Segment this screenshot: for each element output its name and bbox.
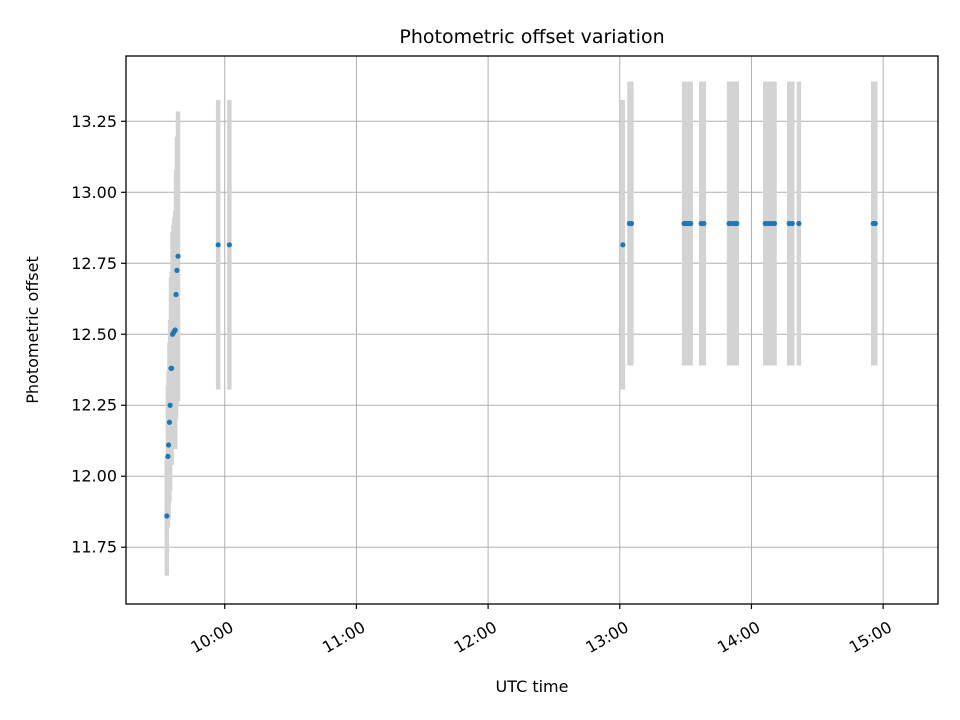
y-axis-label: Photometric offset	[23, 256, 42, 404]
data-point	[164, 513, 170, 519]
chart-title: Photometric offset variation	[399, 26, 664, 48]
data-point	[167, 402, 173, 408]
data-point	[688, 220, 694, 227]
data-point	[169, 365, 175, 371]
data-point	[226, 242, 232, 248]
grid	[126, 56, 938, 604]
data-point	[701, 220, 707, 227]
data-point	[789, 220, 795, 227]
data-point	[620, 242, 626, 248]
y-tick-label: 12.25	[71, 396, 117, 415]
data-point	[173, 291, 179, 298]
data-point	[165, 453, 171, 459]
data-point	[174, 267, 180, 273]
data-point	[734, 220, 740, 227]
data-point	[175, 253, 181, 259]
data-point	[172, 327, 178, 333]
data-point	[215, 242, 221, 248]
y-tick-label: 13.25	[71, 112, 117, 131]
data-point	[872, 220, 878, 227]
y-tick-label: 12.50	[71, 325, 117, 344]
data-point	[166, 419, 173, 425]
y-tick-label: 12.75	[71, 254, 117, 273]
y-tick-label: 13.00	[71, 183, 117, 202]
data-point	[796, 220, 802, 227]
plot-frame	[125, 55, 939, 605]
data-point	[628, 220, 635, 227]
x-axis-label: UTC time	[496, 677, 569, 696]
data-points	[164, 220, 878, 519]
y-tick-label: 11.75	[71, 538, 117, 557]
data-point	[771, 220, 778, 227]
data-point	[165, 442, 172, 448]
y-axis-ticks: 11.75 12.00 12.25 12.50 12.75 13.00 13.25	[71, 112, 126, 557]
y-tick-label: 12.00	[71, 467, 117, 486]
